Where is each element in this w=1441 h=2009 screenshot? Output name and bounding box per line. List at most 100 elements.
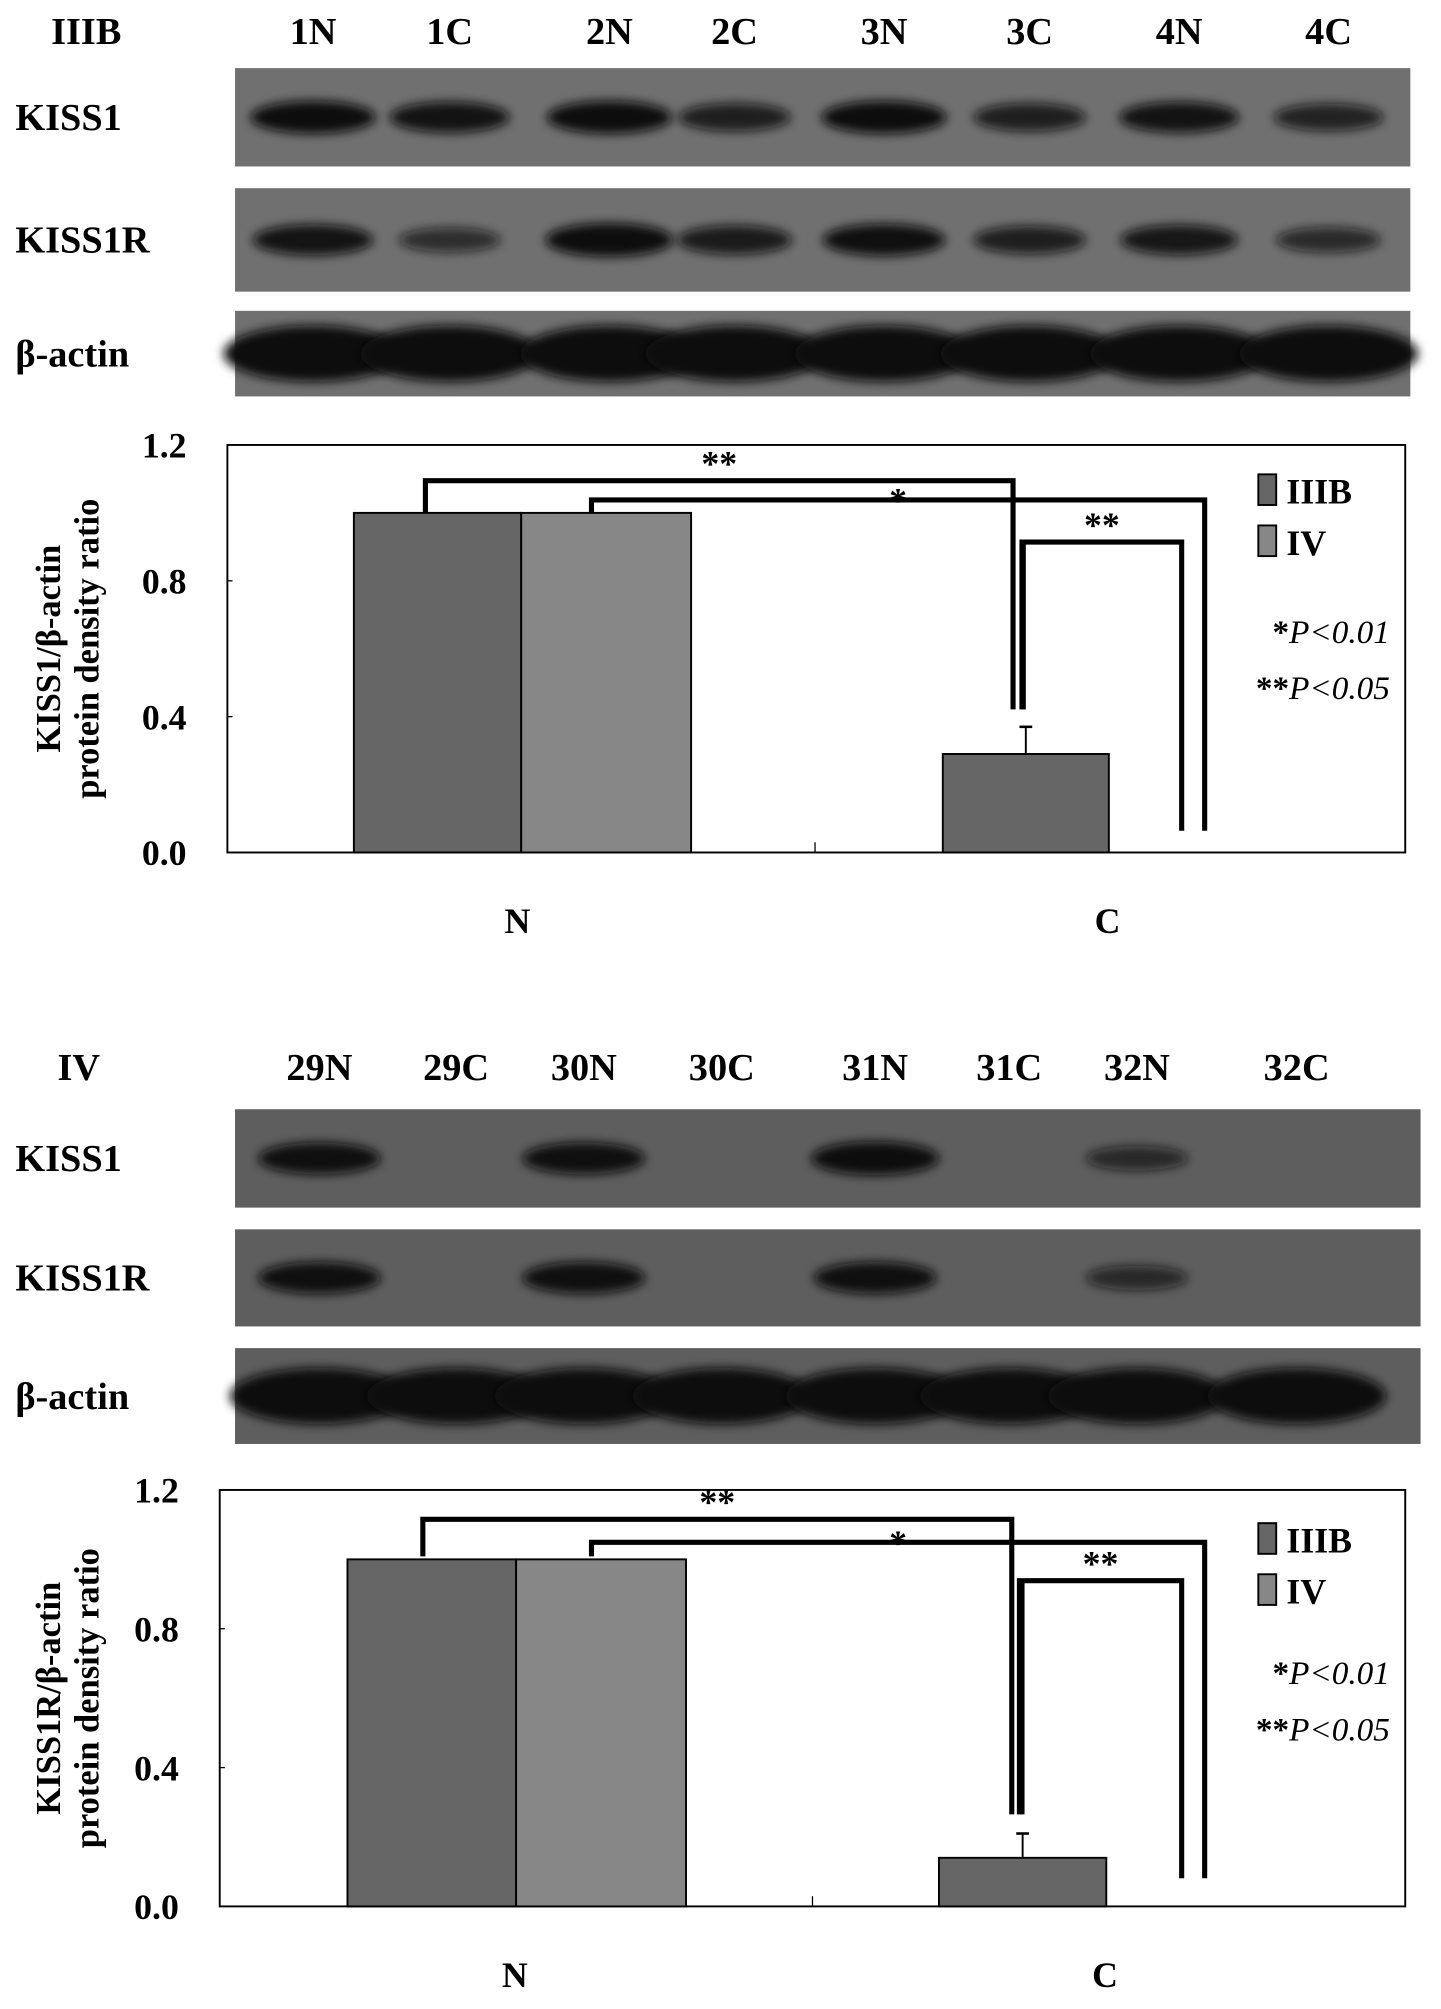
y-axis-label-line: protein density ratio (68, 499, 106, 799)
protein-band (389, 101, 510, 133)
pvalue-text: P<0.01 (1288, 1655, 1390, 1692)
x-category-label: C (1092, 1955, 1118, 1995)
significance-stars: ** (1084, 505, 1120, 545)
protein-band (821, 100, 947, 134)
protein-band (258, 1261, 381, 1294)
y-tick-label: 0.0 (134, 1887, 179, 1927)
protein-band (785, 1367, 965, 1425)
lane-label: 2N (586, 11, 633, 53)
significance-stars: ** (1083, 1544, 1119, 1584)
pvalue-note: *P<0.01 (1272, 614, 1389, 651)
legend-label: IIIB (1286, 472, 1352, 512)
pvalue-note: **P<0.05 (1256, 1711, 1390, 1748)
protein-band (522, 1142, 646, 1175)
protein-band (813, 1261, 937, 1294)
protein-band (366, 1367, 546, 1425)
plot-frame (226, 444, 1407, 854)
protein-band (1085, 1265, 1189, 1291)
protein-band (678, 103, 791, 132)
legend-label: IIIB (1286, 1521, 1352, 1561)
group-label: IIIB (51, 11, 121, 53)
bar-chart: 0.0 0.4 0.8 1.2 N C KISS1/β-actin protein densi… (30, 426, 1407, 941)
legend-swatch (1257, 473, 1278, 506)
pvalue-text: P<0.01 (1288, 614, 1390, 651)
lane-label: 3C (1006, 11, 1053, 53)
lane-label: 4C (1305, 11, 1352, 53)
protein-band (822, 223, 946, 256)
x-category-label: C (1095, 901, 1121, 941)
protein-band (1207, 1367, 1387, 1425)
bar (941, 753, 1110, 854)
bar (352, 511, 523, 854)
y-axis-label-line: protein density ratio (68, 1548, 106, 1848)
bar (520, 511, 693, 854)
y-tick-label: 0.4 (134, 1748, 179, 1788)
protein-band (1089, 325, 1269, 382)
blot-label: KISS1 (15, 1138, 121, 1180)
blot-label: KISS1R (15, 1258, 149, 1300)
western-blot-panel: IIIB 1N 1C 2N 2C 3N 3C 4N 4C KISS1 KISS1R β-actin (15, 11, 1419, 397)
protein-band (519, 325, 699, 382)
lane-label: 31N (842, 1047, 908, 1089)
significance-stars: * (889, 481, 907, 521)
protein-band (1047, 1367, 1227, 1425)
lane-label: 2C (711, 11, 758, 53)
protein-band (645, 325, 824, 382)
lane-label: 30N (551, 1047, 617, 1089)
blot-label: β-actin (15, 333, 129, 375)
y-axis-label-line: KISS1/β-actin (30, 545, 68, 753)
lane-label: 4N (1156, 11, 1203, 53)
y-tick-label: 0.0 (142, 833, 187, 873)
y-tick-label: 1.2 (142, 426, 187, 466)
y-axis-label: KISS1/β-actin protein density ratio (30, 499, 106, 799)
protein-band (252, 224, 374, 256)
y-tick-label: 0.8 (134, 1610, 179, 1650)
protein-band (258, 1142, 381, 1175)
significance-bracket (1016, 1578, 1185, 1879)
blot-label: KISS1R (15, 220, 149, 262)
pvalue-text: P<0.05 (1288, 670, 1390, 707)
protein-band (522, 1261, 646, 1294)
protein-band (1273, 103, 1384, 131)
y-axis-label-line: KISS1R/β-actin (30, 1582, 68, 1815)
bar (346, 1558, 518, 1908)
y-tick-label: 0.8 (142, 562, 187, 602)
group-label: IV (57, 1047, 100, 1089)
protein-band (973, 225, 1086, 255)
pvalue-stars: ** (1256, 670, 1289, 707)
protein-band (360, 325, 540, 382)
western-blot-panel: IV 29N 29C 30N 30C 31N 31C 32N 32C KISS1 KISS1R β-a… (15, 1047, 1421, 1444)
bar (937, 1856, 1108, 1908)
protein-band (1276, 227, 1381, 253)
protein-band (973, 103, 1086, 132)
protein-band (632, 1367, 812, 1425)
significance-stars: ** (701, 444, 737, 484)
pvalue-stars: ** (1256, 1711, 1289, 1748)
lane-label: 31C (976, 1047, 1042, 1089)
pvalue-stars: * (1272, 614, 1289, 651)
protein-band (677, 225, 793, 255)
protein-band (229, 1367, 409, 1425)
significance-stars: * (889, 1523, 907, 1563)
protein-band (250, 100, 376, 134)
lane-label: 30C (689, 1047, 755, 1089)
bar (515, 1558, 687, 1908)
lane-label: 32N (1104, 1047, 1170, 1089)
blot-label: KISS1 (15, 97, 121, 139)
protein-band (940, 325, 1120, 382)
x-category-label: N (502, 1955, 528, 1995)
protein-band (1239, 325, 1419, 382)
protein-band (546, 100, 672, 134)
pvalue-note: **P<0.05 (1256, 670, 1390, 707)
legend-label: IV (1286, 523, 1326, 563)
significance-bracket (588, 1539, 1208, 1879)
lane-label: 1N (290, 11, 337, 53)
y-axis-label: KISS1R/β-actin protein density ratio (30, 1548, 106, 1848)
protein-band (494, 1367, 674, 1425)
pvalue-note: *P<0.01 (1272, 1655, 1389, 1692)
pvalue-text: P<0.05 (1288, 1711, 1390, 1748)
lane-label: 29C (423, 1047, 489, 1089)
lane-label: 29N (286, 1047, 352, 1089)
protein-band (794, 325, 974, 382)
